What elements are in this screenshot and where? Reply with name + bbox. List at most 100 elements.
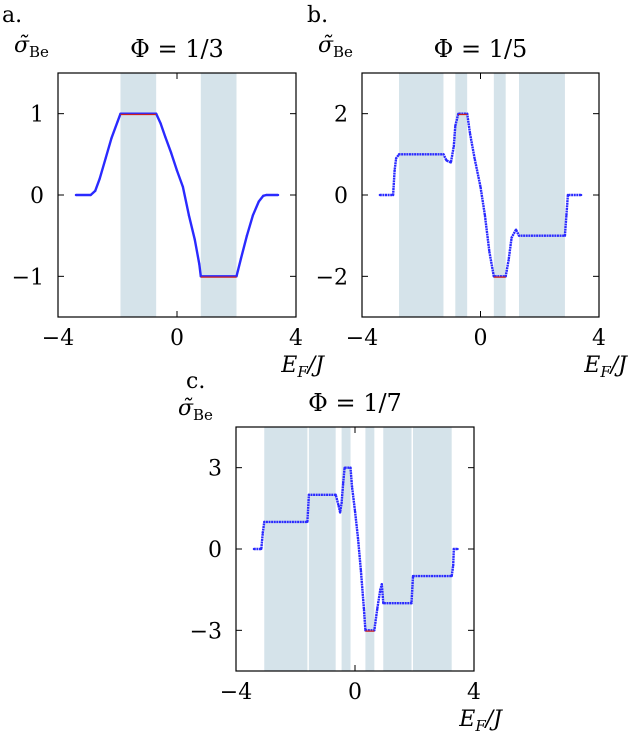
- data-point: [306, 520, 309, 523]
- data-point: [343, 466, 346, 469]
- shaded-region: [365, 427, 375, 671]
- data-point: [74, 193, 77, 197]
- data-point: [98, 177, 101, 180]
- data-point: [452, 547, 455, 551]
- data-point: [164, 135, 167, 138]
- data-point: [89, 193, 92, 197]
- data-point: [265, 193, 268, 197]
- data-point: [252, 547, 255, 551]
- data-point: [507, 258, 510, 262]
- data-point: [469, 132, 472, 136]
- x-axis-label-sub: F: [296, 363, 308, 381]
- data-point: [350, 485, 354, 488]
- data-point: [359, 569, 363, 572]
- x-tick-label: 4: [592, 326, 606, 351]
- data-point: [340, 501, 343, 505]
- x-axis-label: EF/J: [458, 707, 503, 732]
- data-point: [94, 189, 97, 193]
- data-point: [411, 575, 415, 578]
- data-point: [356, 537, 360, 540]
- data-point: [181, 185, 185, 188]
- data-point: [452, 145, 455, 148]
- data-point: [353, 509, 357, 513]
- x-tick-label: 0: [348, 680, 362, 705]
- x-axis-label-sub: F: [599, 363, 611, 381]
- data-point: [198, 263, 201, 266]
- data-point: [262, 194, 265, 197]
- data-point: [193, 238, 196, 241]
- data-point: [251, 214, 254, 217]
- y-tick-label: −3: [190, 619, 222, 644]
- y-axis-label-main: σ̃: [318, 33, 334, 58]
- data-point: [580, 193, 583, 197]
- x-axis-label-suffix: /J: [609, 353, 628, 378]
- plot-area: [74, 112, 280, 278]
- data-point: [510, 236, 513, 239]
- y-axis-label: σ̃Be: [318, 33, 353, 61]
- data-point: [394, 157, 398, 160]
- y-axis-label: σ̃Be: [14, 33, 49, 61]
- plot-area: [378, 112, 583, 278]
- data-point: [479, 185, 482, 188]
- shaded-region: [341, 427, 351, 671]
- data-point: [169, 151, 173, 154]
- panel-b: −4 0 4 2 0 −2 b. σ̃Be Φ = 1/5 EF/J: [307, 3, 628, 381]
- x-tick-label: −4: [346, 326, 378, 351]
- data-point: [116, 120, 119, 123]
- data-point: [376, 607, 379, 610]
- shaded-region: [200, 73, 237, 317]
- x-axis-label-suffix: /J: [484, 707, 503, 732]
- data-point: [378, 193, 381, 197]
- y-tick-label: 3: [208, 457, 222, 482]
- shaded-region: [493, 73, 506, 317]
- data-point: [566, 193, 569, 197]
- data-point: [452, 564, 455, 567]
- panel-label: a.: [2, 3, 22, 28]
- data-point: [449, 161, 452, 164]
- data-point: [392, 193, 395, 197]
- y-axis-label: σ̃Be: [178, 396, 213, 424]
- shaded-region: [120, 73, 157, 317]
- data-point: [450, 575, 453, 578]
- data-point: [342, 482, 345, 486]
- panel-label: c.: [186, 369, 205, 394]
- axes-frame: [57, 72, 297, 318]
- data-point: [261, 531, 264, 534]
- data-point: [442, 153, 445, 156]
- data-point: [473, 157, 476, 160]
- data-point: [175, 169, 179, 172]
- y-axis-label-main: σ̃: [14, 33, 30, 58]
- x-axis-label-suffix: /J: [306, 353, 325, 378]
- data-point: [488, 250, 491, 254]
- data-point: [397, 153, 401, 156]
- data-point: [110, 136, 113, 140]
- y-tick-label: 0: [334, 184, 348, 209]
- y-axis-label-sub: Be: [333, 43, 353, 61]
- data-point: [307, 493, 310, 496]
- data-point: [187, 214, 190, 217]
- data-point: [483, 214, 487, 217]
- data-point: [517, 234, 521, 237]
- series-line: [75, 112, 279, 278]
- data-point: [245, 234, 249, 237]
- shaded-region: [455, 73, 468, 317]
- chart-title: Φ = 1/5: [434, 35, 528, 63]
- data-point: [349, 466, 352, 469]
- x-tick-label: −4: [220, 680, 252, 705]
- data-point: [339, 511, 342, 514]
- y-tick-label: −2: [316, 265, 348, 290]
- data-point: [334, 493, 337, 496]
- shaded-region: [519, 73, 565, 317]
- panel-c: −4 0 4 3 0 −3 c.σ̃Be Φ = 1/7 EF/J: [178, 369, 503, 732]
- shaded-region: [264, 427, 308, 671]
- data-point: [239, 257, 243, 260]
- data-point: [263, 520, 266, 523]
- data-point: [379, 588, 382, 591]
- plot-area: [252, 466, 459, 632]
- shaded-region: [308, 427, 336, 671]
- x-axis-label-main: E: [458, 707, 475, 732]
- data-point: [456, 547, 459, 551]
- data-point: [563, 234, 567, 237]
- x-tick-label: 0: [170, 326, 184, 351]
